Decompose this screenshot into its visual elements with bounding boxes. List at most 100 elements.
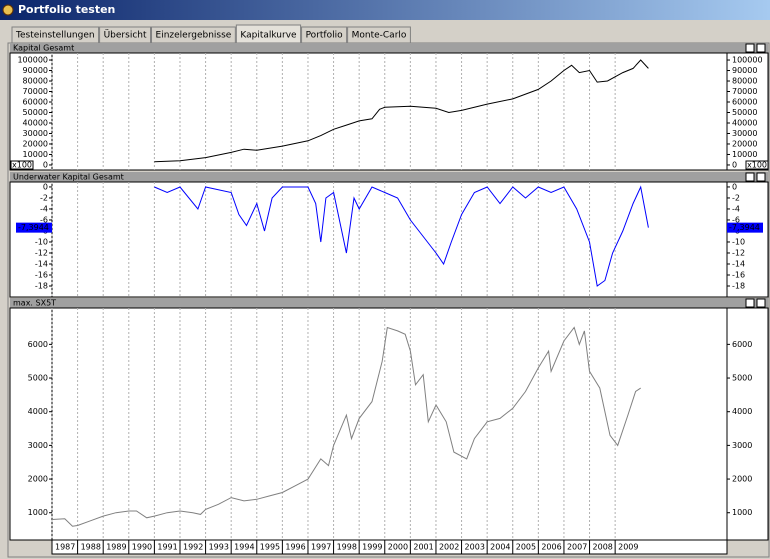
close-button[interactable] xyxy=(756,43,766,53)
y-tick-label: 70000 xyxy=(732,87,757,96)
value-marker-label: -7,3944 xyxy=(18,223,49,232)
panel-header xyxy=(10,172,768,182)
y-tick-label: 20000 xyxy=(732,139,757,148)
value-marker xyxy=(727,222,763,233)
y-tick-label: 60000 xyxy=(732,98,757,107)
y-tick-label: -16 xyxy=(732,270,745,279)
x-tick-label: 1990 xyxy=(132,543,152,552)
y-tick-label: 3000 xyxy=(28,441,48,450)
y-tick-label: -18 xyxy=(732,281,745,290)
y-tick-label: -12 xyxy=(35,248,48,257)
x-tick-label: 1994 xyxy=(234,543,254,552)
panel-title: Underwater Kapital Gesamt xyxy=(13,173,124,182)
y-tick-label: -4 xyxy=(40,204,48,213)
x-tick-label: 1989 xyxy=(106,543,126,552)
y-tick-label: 100000 xyxy=(17,56,48,65)
x-tick-label: 2008 xyxy=(593,543,613,552)
y-tick-label: -12 xyxy=(732,248,745,257)
y-tick-label: 60000 xyxy=(23,98,48,107)
close-button[interactable] xyxy=(756,298,766,308)
y-tick-label: 0 xyxy=(43,182,48,191)
y-tick-label: -10 xyxy=(35,237,48,246)
x-tick-label: 2004 xyxy=(490,543,510,552)
tab-label[interactable]: Kapitalkurve xyxy=(240,31,297,41)
x-tick-label: 1998 xyxy=(337,543,357,552)
value-marker xyxy=(16,222,52,233)
y-tick-label: 80000 xyxy=(23,77,48,86)
panel-title: max. SX5T xyxy=(13,299,56,308)
y-tick-label: 30000 xyxy=(732,129,757,138)
plot-area xyxy=(9,181,769,298)
x-tick-label: 2005 xyxy=(516,543,536,552)
y-tick-label: -14 xyxy=(732,259,745,268)
y-tick-label: 90000 xyxy=(23,66,48,75)
y-tick-label: 6000 xyxy=(732,340,752,349)
data-line xyxy=(154,59,649,163)
y-tick-label: -14 xyxy=(35,259,48,268)
x-tick-label: 1993 xyxy=(209,543,229,552)
y-tick-label: 5000 xyxy=(732,374,752,383)
y-tick-label: 80000 xyxy=(732,77,757,86)
y-tick-label: -6 xyxy=(732,215,740,224)
maximize-button[interactable] xyxy=(745,298,755,308)
scale-note-box xyxy=(745,160,769,170)
x-tick-label: 2007 xyxy=(567,543,587,552)
y-tick-label: -2 xyxy=(732,193,740,202)
x-tick-label: 1991 xyxy=(157,543,177,552)
y-tick-label: -18 xyxy=(35,281,48,290)
y-tick-label: 0 xyxy=(732,182,737,191)
x-tick-label: 1995 xyxy=(260,543,280,552)
tab-label[interactable]: Einzelergebnisse xyxy=(156,31,232,41)
x-tick-label: 1996 xyxy=(285,543,305,552)
app-icon xyxy=(2,4,14,16)
y-tick-label: 50000 xyxy=(732,108,757,117)
y-tick-label: 3000 xyxy=(732,441,752,450)
title-bar xyxy=(0,0,770,20)
x-tick-label: 1992 xyxy=(183,543,203,552)
y-tick-label: 20000 xyxy=(23,139,48,148)
y-tick-label: 30000 xyxy=(23,129,48,138)
x-tick-label: 2009 xyxy=(618,543,638,552)
scale-note: x100 xyxy=(12,161,32,170)
y-tick-label: 4000 xyxy=(732,407,752,416)
y-tick-label: 0 xyxy=(43,160,48,169)
x-tick-label: 2000 xyxy=(388,543,408,552)
maximize-button[interactable] xyxy=(745,172,755,182)
maximize-button[interactable] xyxy=(745,43,755,53)
y-tick-label: 10000 xyxy=(732,150,757,159)
x-tick-label: 1987 xyxy=(55,543,75,552)
tab-label[interactable]: Übersicht xyxy=(104,30,147,41)
x-tick-label: 2002 xyxy=(439,543,459,552)
y-tick-label: 40000 xyxy=(23,118,48,127)
y-tick-label: 50000 xyxy=(23,108,48,117)
y-tick-label: 90000 xyxy=(732,66,757,75)
y-tick-label: -4 xyxy=(732,204,740,213)
panel-title: Kapital Gesamt xyxy=(13,44,74,53)
y-tick-label: 5000 xyxy=(28,374,48,383)
x-tick-label: 1997 xyxy=(311,543,331,552)
y-tick-label: 100000 xyxy=(732,56,763,65)
tab-label[interactable]: Portfolio xyxy=(306,31,344,41)
y-tick-label: 40000 xyxy=(732,118,757,127)
x-tick-label: 2006 xyxy=(541,543,561,552)
y-tick-label: 6000 xyxy=(28,340,48,349)
y-tick-label: -16 xyxy=(35,270,48,279)
close-button[interactable] xyxy=(756,172,766,182)
y-tick-label: 2000 xyxy=(732,475,752,484)
panel-header xyxy=(10,43,768,53)
x-tick-label: 1988 xyxy=(81,543,101,552)
x-tick-label: 1999 xyxy=(362,543,382,552)
tab-label[interactable]: Monte-Carlo xyxy=(352,31,407,41)
data-line xyxy=(154,185,649,287)
tab-label[interactable]: Testeinstellungen xyxy=(15,31,95,41)
data-line xyxy=(51,326,641,527)
y-tick-label: 4000 xyxy=(28,407,48,416)
y-tick-label: -10 xyxy=(732,237,745,246)
y-tick-label: 1000 xyxy=(28,508,48,517)
x-tick-label: 2001 xyxy=(413,543,433,552)
y-tick-label: 1000 xyxy=(732,508,752,517)
y-tick-label: 10000 xyxy=(23,150,48,159)
window-title: Portfolio testen xyxy=(18,3,115,16)
plot-area xyxy=(9,52,769,171)
y-tick-label: -2 xyxy=(40,193,48,202)
